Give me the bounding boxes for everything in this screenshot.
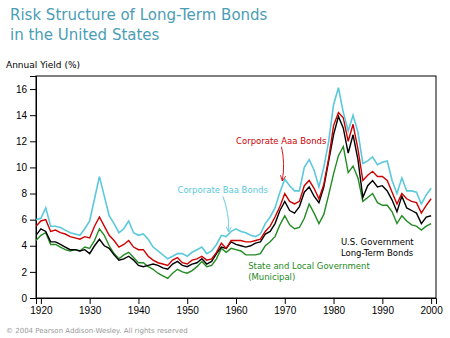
tick-label: 16 [16, 84, 28, 95]
y-axis: 0 2 4 6 8 10 12 14 16 [16, 77, 37, 304]
tick-mark [138, 298, 139, 304]
tick: 1950 [177, 298, 200, 316]
tick-mark [30, 298, 36, 299]
tick: 0 [21, 293, 36, 304]
tick-label: 14 [16, 110, 28, 121]
tick: 14 [16, 110, 36, 121]
tick-mark [285, 298, 286, 304]
annotation-arrow [223, 196, 229, 231]
plot-frame [36, 76, 436, 298]
series-line [36, 113, 431, 266]
series-line [36, 147, 431, 279]
axis-line [37, 299, 437, 305]
tick-mark [382, 298, 383, 304]
tick-mark [30, 89, 36, 90]
tick-label: 1950 [177, 305, 200, 316]
annotation-arrow [281, 147, 283, 181]
tick-label: 0 [21, 293, 27, 304]
chart: Risk Structure of Long-Term Bonds in the … [0, 0, 450, 338]
tick-mark [236, 298, 237, 304]
tick-label: 8 [21, 188, 27, 199]
tick-mark [30, 115, 36, 116]
y-axis-label: Annual Yield (%) [6, 60, 80, 70]
tick-mark [41, 298, 42, 304]
annotation: Corporate Aaa Bonds [236, 136, 327, 146]
tick-mark [30, 194, 36, 195]
tick-mark [187, 298, 188, 304]
tick-label: 2 [21, 267, 27, 278]
tick: 12 [16, 136, 36, 147]
tick-label: 1980 [323, 305, 346, 316]
annotation: Corporate Baa Bonds [177, 185, 268, 195]
title: Risk Structure of Long-Term Bonds [10, 6, 268, 24]
tick: 16 [16, 84, 36, 95]
tick: 1990 [372, 298, 395, 316]
tick-label: 1990 [372, 305, 395, 316]
tick: 2000 [420, 298, 443, 316]
tick: 4 [21, 240, 36, 251]
annotation: State and Local Government(Municipal) [248, 261, 370, 282]
tick-mark [30, 141, 36, 142]
tick: 1960 [225, 298, 248, 316]
tick-label: 6 [21, 214, 27, 225]
tick-mark [431, 298, 432, 304]
tick: 6 [21, 214, 36, 225]
tick: 1920 [30, 298, 53, 316]
lines [36, 88, 431, 279]
annotation-background [339, 236, 415, 260]
tick: 1940 [128, 298, 151, 316]
annotation: U.S. GovernmentLong-Term Bonds [341, 237, 414, 258]
tick: 1980 [323, 298, 346, 316]
tick-label: 1920 [30, 305, 53, 316]
tick-label: 1960 [225, 305, 248, 316]
tick-mark [334, 298, 335, 304]
x-axis: 1920 1930 1940 1950 1960 1970 1980 1990 2000 [30, 298, 443, 316]
subtitle: in the United States [10, 26, 160, 44]
tick-mark [30, 272, 36, 273]
annotations: Corporate Aaa Bonds Corporate Baa Bonds U.… [6, 136, 416, 335]
tick-label: 10 [16, 162, 28, 173]
tick-label: 2000 [420, 305, 443, 316]
tick-mark [30, 220, 36, 221]
tick-label: 1930 [79, 305, 102, 316]
footer: © 2004 Pearson Addison-Wesley. All right… [6, 327, 188, 335]
tick-label: 12 [16, 136, 28, 147]
tick: 1970 [274, 298, 297, 316]
tick-label: 1970 [274, 305, 297, 316]
tick: 10 [16, 162, 36, 173]
tick: 8 [21, 188, 36, 199]
annotation-background [247, 259, 372, 283]
tick-label: 1940 [128, 305, 151, 316]
tick-mark [30, 167, 36, 168]
tick: 2 [21, 267, 36, 278]
series-line [36, 88, 431, 259]
tick-label: 4 [21, 240, 27, 251]
tick: 1930 [79, 298, 102, 316]
tick-mark [30, 246, 36, 247]
tick-mark [90, 298, 91, 304]
